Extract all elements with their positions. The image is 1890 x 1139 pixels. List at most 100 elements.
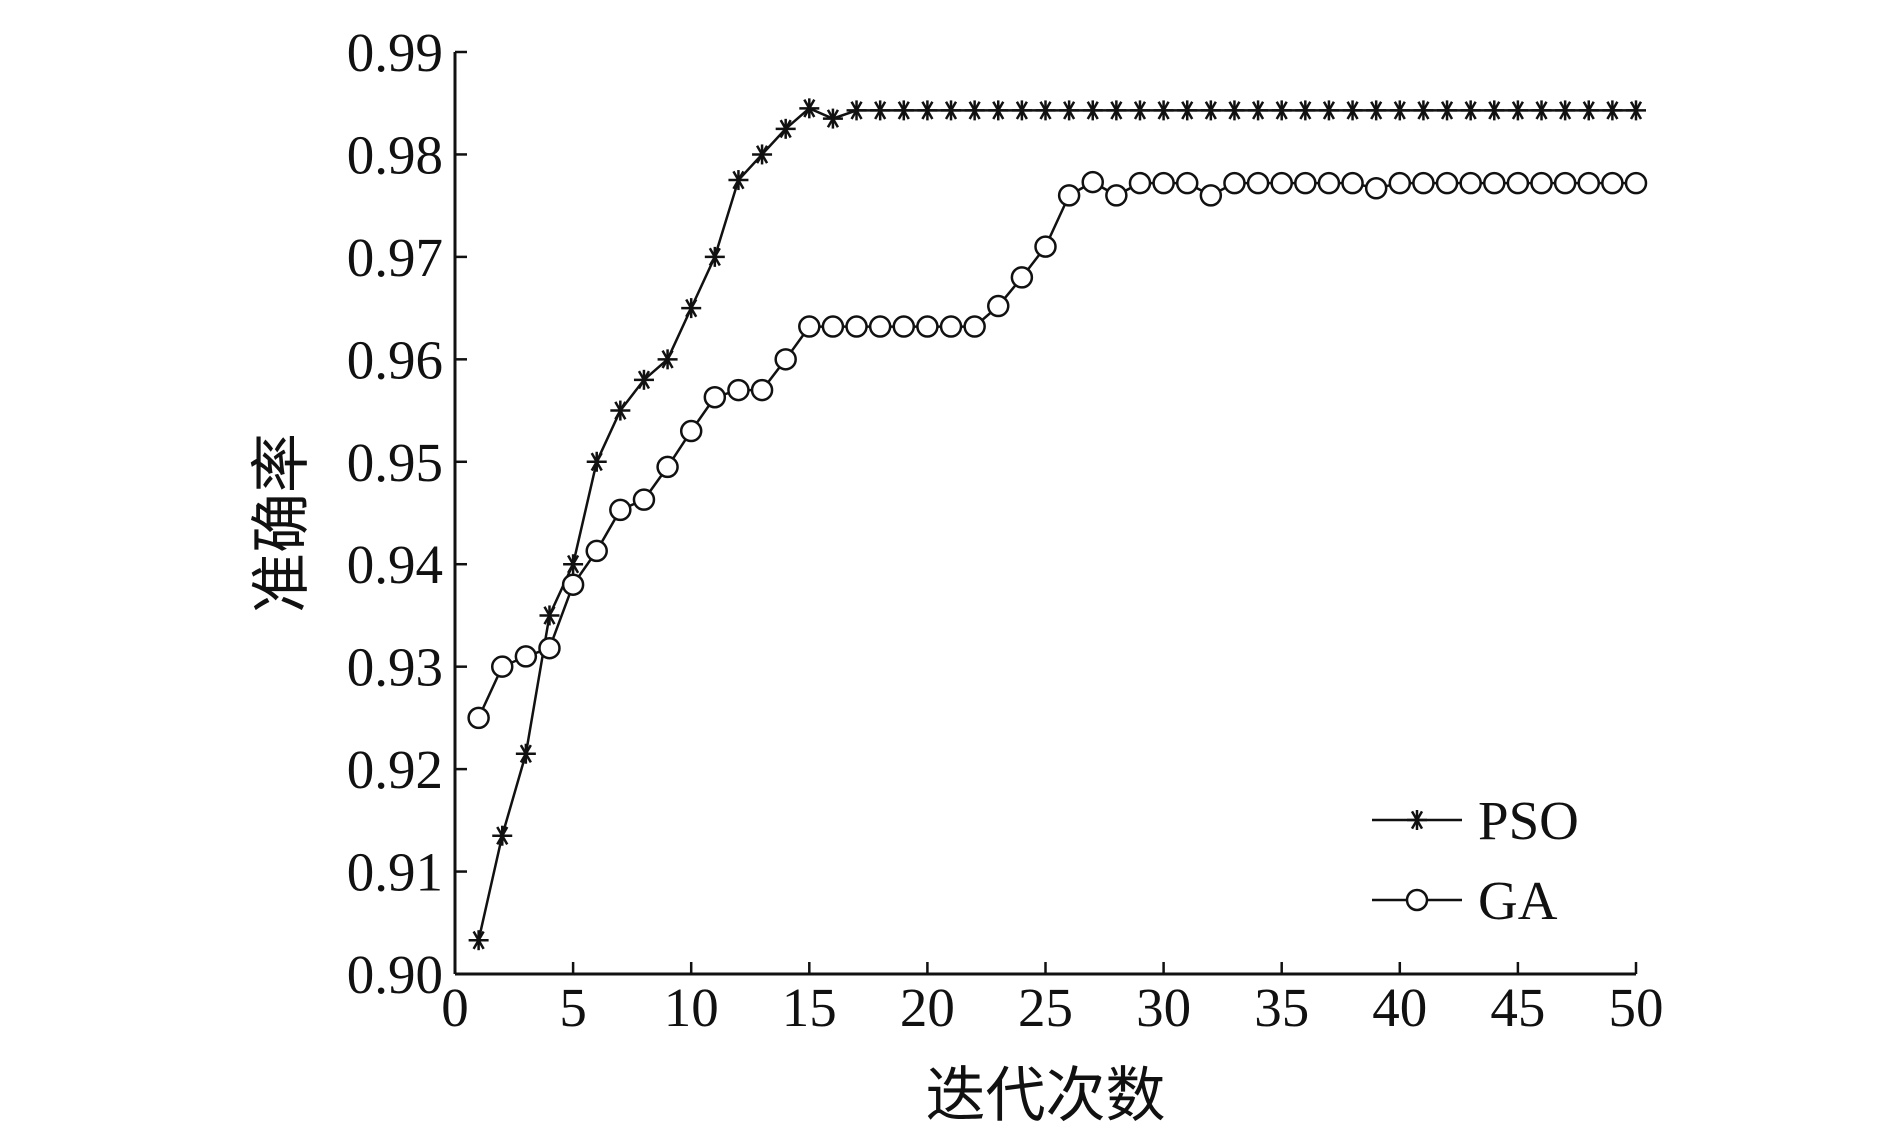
- pso-point: [870, 100, 891, 121]
- x-tick-label: 45: [1490, 977, 1545, 1038]
- ga-line: [477, 180, 1636, 719]
- pso-point: [988, 100, 1009, 121]
- legend-entry-pso: PSO: [1372, 790, 1579, 851]
- y-tick-label: 0.92: [347, 739, 443, 800]
- pso-point: [1318, 100, 1339, 121]
- ga-point: [467, 706, 490, 730]
- pso-point: [1035, 100, 1056, 121]
- x-tick-label: 15: [782, 977, 837, 1038]
- pso-point: [1295, 100, 1316, 121]
- ga-point: [609, 498, 632, 522]
- x-tick-label: 5: [559, 977, 587, 1038]
- ga-point: [1553, 171, 1577, 195]
- ga-point: [1199, 184, 1223, 207]
- ga-point: [1435, 171, 1459, 195]
- pso-point: [1578, 100, 1599, 121]
- ga-point: [1246, 171, 1270, 195]
- ga-point: [1270, 171, 1293, 195]
- series-pso: [468, 98, 1646, 951]
- ga-point: [1624, 171, 1648, 195]
- ga-point: [1081, 170, 1104, 194]
- pso-point: [633, 369, 654, 390]
- pso-point: [1626, 100, 1646, 121]
- ga-point: [963, 315, 986, 338]
- ga-point: [1317, 171, 1341, 195]
- pso-point: [1153, 100, 1174, 121]
- pso-point: [1177, 100, 1198, 121]
- ga-point: [1152, 171, 1175, 195]
- pso-point: [1082, 100, 1103, 121]
- x-tick-label: 50: [1609, 977, 1664, 1038]
- ga-point: [1175, 171, 1199, 195]
- pso-point: [917, 100, 938, 121]
- ga-point: [1459, 171, 1482, 195]
- pso-point: [822, 108, 843, 129]
- ga-point: [1483, 171, 1506, 195]
- pso-point: [1602, 100, 1623, 121]
- legend: PSO GA: [1372, 790, 1579, 931]
- pso-point: [1129, 100, 1150, 121]
- ga-point: [1364, 177, 1388, 200]
- y-tick-label: 0.99: [347, 22, 443, 83]
- pso-point: [657, 349, 678, 370]
- ga-point: [1128, 171, 1152, 195]
- ticks: 0 5 10 15 20 25 30 35 40 45 50 0.90 0.91 0.92 0.93 0.94…: [347, 22, 1664, 1038]
- ga-point: [561, 573, 585, 596]
- pso-point: [752, 144, 773, 165]
- pso-point: [1011, 100, 1032, 121]
- y-tick-label: 0.93: [347, 637, 443, 698]
- pso-point: [704, 246, 725, 267]
- ga-point: [632, 488, 656, 511]
- pso-point: [1200, 100, 1221, 121]
- ga-point: [514, 645, 538, 668]
- pso-point: [1531, 100, 1552, 121]
- pso-point: [1248, 100, 1269, 121]
- pso-point: [563, 554, 584, 575]
- series-layer: [467, 98, 1648, 951]
- pso-point: [468, 930, 489, 951]
- ga-point: [1341, 171, 1364, 195]
- y-tick-label: 0.91: [347, 842, 443, 903]
- x-tick-label: 0: [441, 977, 469, 1038]
- x-tick-label: 30: [1136, 977, 1191, 1038]
- pso-point: [1389, 100, 1410, 121]
- ga-point: [1601, 171, 1624, 195]
- pso-point: [1484, 100, 1505, 121]
- pso-point: [1555, 100, 1576, 121]
- ga-point: [1388, 171, 1412, 195]
- pso-point: [728, 170, 749, 191]
- ga-point: [1294, 171, 1317, 195]
- ga-point: [490, 655, 514, 678]
- x-tick-label: 10: [664, 977, 719, 1038]
- ga-point: [774, 348, 797, 371]
- pso-point: [492, 825, 513, 846]
- ga-point: [1223, 171, 1246, 195]
- ga-point: [703, 385, 727, 409]
- ga-point: [1010, 266, 1034, 289]
- legend-label: GA: [1478, 870, 1558, 931]
- legend-marker: [1405, 888, 1429, 912]
- x-tick-label: 25: [1018, 977, 1073, 1038]
- y-tick-label: 0.97: [347, 227, 443, 288]
- legend-label: PSO: [1478, 790, 1579, 851]
- ga-point: [1105, 184, 1128, 207]
- ga-point: [892, 315, 916, 338]
- pso-point: [1437, 100, 1458, 121]
- ga-point: [585, 539, 608, 563]
- pso-point: [964, 100, 985, 121]
- ga-point: [1412, 171, 1435, 195]
- pso-point: [941, 100, 962, 121]
- ga-point: [845, 315, 868, 338]
- y-tick-label: 0.90: [347, 944, 443, 1005]
- y-tick-label: 0.96: [347, 329, 443, 390]
- axes: [453, 52, 1636, 976]
- pso-point: [681, 298, 702, 319]
- ga-point: [679, 419, 703, 443]
- x-tick-label: 40: [1372, 977, 1427, 1038]
- pso-point: [893, 100, 914, 121]
- x-tick-label: 20: [900, 977, 955, 1038]
- pso-point: [1507, 100, 1528, 121]
- pso-point: [1366, 100, 1387, 121]
